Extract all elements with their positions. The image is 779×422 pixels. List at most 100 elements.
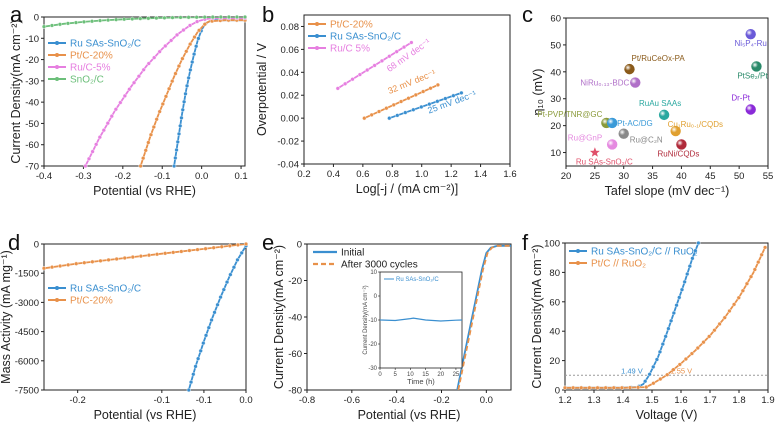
series-marker [171,250,176,255]
y-tick-label: 30 [550,94,561,105]
series-marker [658,376,663,382]
legend-swatch-marker [55,41,59,45]
x-tick-label: 50 [734,171,745,182]
x-tick-label: -0.2 [115,171,131,182]
x-tick-label: 1.2 [558,395,571,406]
series-marker [671,310,676,316]
axes-frame [565,17,769,167]
series-marker [193,364,198,369]
panel-f: f 1.2 1.3 1.4 1.5 1.6 1.7 1.8 1.9 0 20 40 60 80 100 Vol… [522,230,775,422]
inset-legend-label: Ru SAs-SnO₂/C [396,277,439,283]
series-marker [154,117,159,122]
panel-c: c 20 25 30 35 40 45 50 55 10 20 30 40 50 60 Tafel slope… [522,2,773,198]
scatter-point-label: Ru SAs-SnO₂/C [576,158,633,167]
series-marker [192,52,197,57]
slope-label: 32 mV dec⁻¹ [386,68,437,96]
series-marker [206,325,211,330]
legend-label: Ru SAs-SnO₂/C [330,32,401,43]
legend-label: After 3000 cycles [341,260,418,271]
x-tick-label: 1.8 [732,395,745,406]
y-tick-label: 0 [34,240,39,251]
series-line-0 [187,245,246,390]
series-marker [685,271,690,277]
series-marker [192,34,197,40]
series-marker [451,93,456,98]
series-marker [759,252,764,257]
legend-swatch-marker [576,261,580,265]
series-marker [218,295,223,300]
y-tick-label: -40 [25,98,39,109]
series-marker [571,385,576,390]
series-marker [190,59,195,65]
series-marker [98,258,103,263]
series-line-1 [457,244,511,390]
series-marker [179,249,184,254]
y-tick-label: -3000 [15,298,39,309]
x-tick-label: 40 [676,171,687,182]
series-marker [235,242,241,248]
series-marker [114,17,119,22]
series-marker [384,106,389,111]
y-tick-label: -50 [25,119,39,130]
panel-e: e -0.8 -0.6 -0.4 -0.2 0.0 0 -20 -40 -60 -80 Potenti… [262,230,512,422]
series-marker [122,255,127,261]
legend-swatch-marker [55,298,59,302]
series-marker [83,163,88,169]
y-tick-label: 80 [549,268,560,279]
series-marker [138,254,143,259]
series-marker [130,254,135,260]
series-marker [627,385,633,390]
x-tick-label: -0.4 [36,171,52,182]
inset-chart: 0 5 10 15 20 25 10 0 -10 -20 -30 Time (h) Current De… [363,270,463,386]
inset-y-tick-label: 10 [370,270,377,276]
x-tick-label: 0.0 [239,395,252,406]
legend-swatch-marker [315,46,319,50]
legend-label: Pt/C-20% [70,51,113,62]
panel-b: b 0.2 0.4 0.6 0.8 1.0 1.2 1.4 1.6 -0.04 -0.02 0.00 0… [255,2,517,196]
series-marker [693,248,698,253]
inset-y-axis-label: Current Density(mA cm⁻²) [363,285,369,354]
series-marker [90,259,95,264]
x-tick-label: -0.1 [154,171,170,182]
series-marker [163,251,168,256]
series-marker [166,86,172,91]
series-marker [49,265,55,270]
y-tick-label: 40 [550,67,561,78]
inset-y-tick-label: 0 [374,294,378,300]
series-marker [176,63,182,69]
series-marker [689,351,694,356]
axes-frame [564,242,769,391]
series-marker [701,340,706,345]
scatter-point-label: RuNi/CQDs [658,149,700,158]
series-marker [163,94,169,99]
series-marker [579,385,584,390]
series-marker [409,40,414,45]
series-marker [97,18,103,23]
panel-label-e: e [262,230,274,255]
series-marker [459,90,464,95]
legend-label: Ru SAs-SnO₂/C [70,284,141,295]
series-marker [160,101,165,107]
series-marker [186,15,191,20]
series-marker [677,362,682,367]
series-marker [210,14,215,20]
series-marker [188,67,193,73]
series-marker [391,102,396,107]
series-marker [187,23,193,28]
series-marker [183,91,188,96]
y-tick-label: 60 [549,297,560,308]
scatter-point [606,139,618,150]
x-tick-label: 0.6 [356,169,369,180]
series-marker [157,109,162,114]
inset-x-tick-label: 0 [378,372,382,378]
series-marker [611,385,616,390]
series-marker [587,385,592,390]
inset-x-axis-label: Time (h) [407,377,435,386]
x-tick-label: 1.4 [616,395,629,406]
y-tick-label: -7500 [15,386,39,397]
y-tick-label: 0.04 [281,68,300,79]
series-marker [180,107,185,112]
series-marker [335,86,340,91]
series-marker [234,14,240,20]
series-marker [173,155,178,161]
